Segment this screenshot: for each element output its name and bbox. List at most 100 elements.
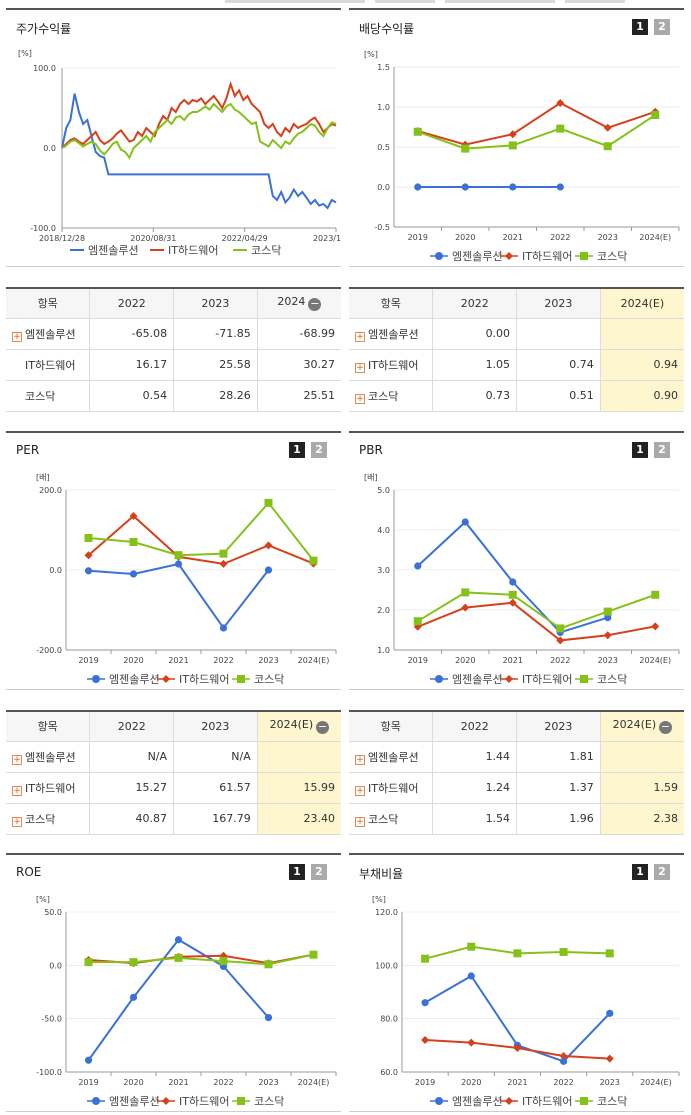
header-label: 2024 [277,295,306,309]
expand-icon[interactable]: + [355,362,365,373]
header-label: 항목 [380,720,401,734]
data-point [556,99,565,107]
view-2-button[interactable]: 2 [311,864,327,880]
data-point [129,570,138,578]
header-year: 2023 [516,288,601,319]
value-cell: -71.85 [173,318,258,350]
collapse-icon[interactable]: − [316,720,330,735]
data-point [467,942,476,951]
expand-icon[interactable]: + [12,754,22,765]
y-tick-label: -200.0 [36,646,62,655]
pbr-chart: [배] 5.0 4.0 3.0 2.0 1.0 2019 2020 2021 2022 2023 20… [364,473,680,686]
expand-icon[interactable]: + [355,754,365,765]
view-2-button[interactable]: 2 [311,442,327,458]
view-1-button[interactable]: 1 [632,19,648,35]
data-point [174,551,183,560]
value-cell: 1.24 [432,772,518,804]
view-2-button[interactable]: 2 [654,19,670,35]
view-2-button[interactable]: 2 [654,442,670,458]
expand-icon[interactable]: + [355,331,365,342]
data-point [219,951,228,960]
expand-icon[interactable]: + [355,816,365,827]
series-line [61,93,337,210]
table-row: + IT하드웨어 1.24 1.37 1.59 [349,772,684,804]
header-year: 2022 [89,288,175,319]
value-cell: 25.58 [173,349,258,381]
y-unit-label: [%] [36,895,50,904]
value-cell: 0.73 [432,380,518,412]
x-tick-label: 2024(E) [639,656,671,665]
data-point [414,183,422,191]
expand-icon[interactable]: + [355,393,365,404]
value-cell: 0.90 [599,380,684,412]
pbr-table: 항목 2022 2023 2024(E) − + 엠젠솔루션 1.44 1.81 + IT하드웨어 1… [349,710,684,835]
legend-label: 엠젠솔루션 [88,244,139,257]
x-tick-label: 2020 [455,233,475,242]
table-row: IT하드웨어 16.17 25.58 30.27 [6,349,341,381]
row-label: IT하드웨어 [368,781,419,795]
legend-label: IT하드웨어 [179,672,229,686]
row-name-cell: + 엠젠솔루션 [349,318,434,350]
dividend-yield-chart: [%] 1.5 1.0 0.5 0.0 -0.5 2019 2020 2021 2022 2023 2… [364,50,680,263]
row-label: 엠젠솔루션 [368,750,419,764]
row-label: 코스닥 [25,389,56,403]
series-line [417,601,656,642]
legend-label: 코스닥 [597,673,627,686]
panel-title: ROE [16,865,42,879]
top-tab[interactable] [565,0,625,3]
data-point [264,960,273,969]
expand-icon[interactable]: + [12,816,22,827]
collapse-icon[interactable]: − [659,720,673,735]
header-year: 2023 [173,711,258,742]
x-tick-label: 2019 [415,1078,435,1087]
table-row: 코스닥 0.54 28.26 25.51 [6,380,341,412]
legend-label: IT하드웨어 [522,672,572,686]
x-tick-label: 2024(E) [298,656,330,665]
x-tick-label: 2019 [78,656,98,665]
view-1-button[interactable]: 1 [289,864,305,880]
expand-icon[interactable]: + [12,785,22,796]
view-1-button[interactable]: 1 [632,442,648,458]
view-1-button[interactable]: 1 [289,442,305,458]
data-point [84,1056,93,1064]
data-point [129,993,138,1001]
data-point [84,567,93,575]
row-name-cell: IT하드웨어 [6,349,91,381]
x-tick-label: 2022 [553,1078,573,1087]
top-tab[interactable] [375,0,435,3]
y-tick-label: 3.0 [377,566,390,575]
data-point [508,130,517,139]
header-year: 2024(E) − [599,711,684,742]
data-point [509,578,517,586]
data-point [461,518,469,526]
view-1-button[interactable]: 1 [632,864,648,880]
y-tick-label: 0.0 [377,183,390,192]
data-point [559,1052,568,1060]
legend-label: 코스닥 [254,673,284,686]
top-tab[interactable] [445,0,555,3]
top-tab[interactable] [225,0,365,3]
row-label: 코스닥 [368,389,399,403]
legend-label: IT하드웨어 [179,1094,229,1108]
expand-icon[interactable]: + [355,785,365,796]
view-2-button[interactable]: 2 [654,864,670,880]
x-tick-label: 2019 [408,233,428,242]
y-tick-label: 0.0 [49,961,62,970]
legend-label: 코스닥 [251,244,281,257]
y-tick-label: 200.0 [39,486,62,495]
header-item: 항목 [349,711,434,742]
expand-icon[interactable]: + [12,331,22,342]
series-2 [413,598,660,645]
data-point [84,534,93,542]
value-cell: 15.99 [256,772,341,804]
data-point [508,141,517,150]
x-tick-label: 2023 [258,656,278,665]
x-tick-label: 2019 [408,656,428,665]
value-cell: 28.26 [173,380,258,412]
panel-title: 주가수익률 [16,22,72,36]
y-tick-label: 0.0 [43,144,56,153]
y-tick-label: 5.0 [377,486,390,495]
collapse-icon[interactable]: − [308,297,322,312]
data-point [606,1009,614,1017]
series-line [61,80,337,149]
